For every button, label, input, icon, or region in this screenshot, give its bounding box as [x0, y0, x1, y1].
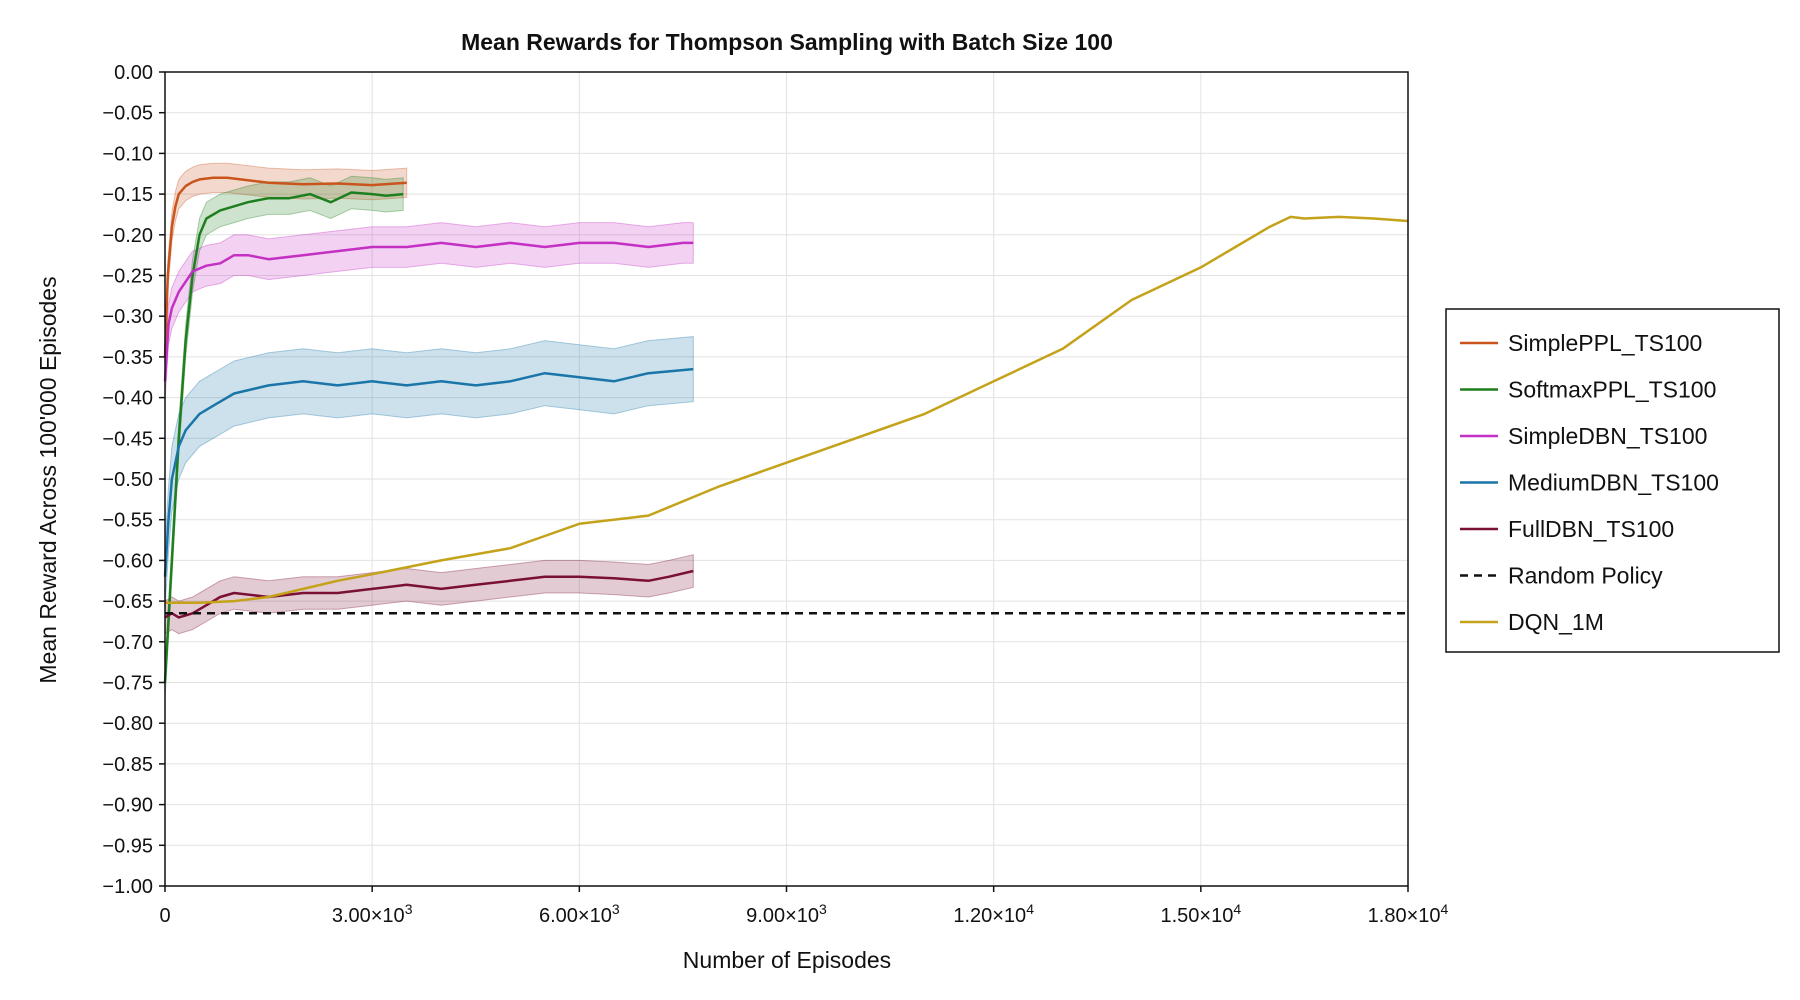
legend-label: Random Policy — [1508, 563, 1663, 589]
legend-label: SimplePPL_TS100 — [1508, 330, 1702, 356]
series-lines — [163, 176, 1409, 683]
x-axis-ticks: 0 3.00×103 6.00×103 9.00×103 1.20×104 1.50×10… — [159, 886, 1449, 927]
y-tick-label: −0.75 — [102, 673, 153, 695]
line-SoftmaxPPL_TS100 — [163, 191, 404, 683]
legend-label: SimpleDBN_TS100 — [1508, 423, 1707, 449]
legend-items: SimplePPL_TS100 SoftmaxPPL_TS100 SimpleDBN… — [1460, 330, 1719, 635]
y-tick-label: −0.90 — [102, 795, 153, 817]
legend: SimplePPL_TS100 SoftmaxPPL_TS100 SimpleDBN… — [1445, 308, 1780, 653]
y-tick-label: −0.80 — [102, 713, 153, 735]
y-tick-label: −0.50 — [102, 469, 153, 491]
y-axis-title: Mean Reward Across 100'000 Episodes — [35, 276, 61, 683]
x-tick-label: 9.00×103 — [746, 901, 827, 927]
band-SoftmaxPPL_TS100 — [164, 175, 404, 699]
line-SimplePPL_TS100 — [163, 176, 407, 357]
y-tick-label: −0.40 — [102, 388, 153, 410]
y-tick-label: −0.95 — [102, 835, 153, 857]
y-tick-label: −0.55 — [102, 510, 153, 532]
legend-label: FullDBN_TS100 — [1508, 516, 1674, 542]
band-FullDBN_TS100 — [164, 554, 694, 635]
y-tick-label: −0.30 — [102, 306, 153, 328]
x-tick-label: 0 — [159, 905, 170, 927]
x-tick-label: 6.00×103 — [539, 901, 620, 927]
y-axis-ticks: 0.00 −0.05 −0.10 −0.15 −0.20 −0.25 −0.30 −0.35 −… — [102, 62, 165, 898]
x-axis-title: Number of Episodes — [683, 947, 891, 973]
line-MediumDBN_TS100 — [163, 367, 694, 577]
y-tick-label: −0.65 — [102, 591, 153, 613]
y-tick-label: 0.00 — [114, 62, 153, 84]
y-tick-label: −0.20 — [102, 225, 153, 247]
y-tick-label: −0.45 — [102, 428, 153, 450]
y-tick-label: −0.25 — [102, 266, 153, 288]
line-DQN_1M — [165, 215, 1409, 604]
band-MediumDBN_TS100 — [164, 336, 694, 610]
y-tick-label: −0.15 — [102, 184, 153, 206]
y-tick-label: −0.05 — [102, 103, 153, 125]
x-tick-label: 1.20×104 — [953, 901, 1034, 927]
legend-label: DQN_1M — [1508, 609, 1604, 635]
y-tick-label: −0.60 — [102, 550, 153, 572]
x-tick-label: 1.80×104 — [1368, 901, 1449, 927]
band-SimpleDBN_TS100 — [164, 222, 694, 402]
legend-box — [1445, 308, 1780, 653]
line-FullDBN_TS100 — [164, 569, 694, 619]
legend-label: SoftmaxPPL_TS100 — [1508, 377, 1716, 403]
x-tick-label: 3.00×103 — [332, 901, 413, 927]
y-tick-label: −1.00 — [102, 876, 153, 898]
y-tick-label: −0.35 — [102, 347, 153, 369]
y-tick-label: −0.85 — [102, 754, 153, 776]
legend-label: MediumDBN_TS100 — [1508, 470, 1719, 496]
y-tick-label: −0.70 — [102, 632, 153, 654]
y-tick-label: −0.10 — [102, 143, 153, 165]
chart-title: Mean Rewards for Thompson Sampling with … — [461, 29, 1113, 55]
line-SimpleDBN_TS100 — [163, 241, 694, 382]
x-tick-label: 1.50×104 — [1161, 901, 1242, 927]
